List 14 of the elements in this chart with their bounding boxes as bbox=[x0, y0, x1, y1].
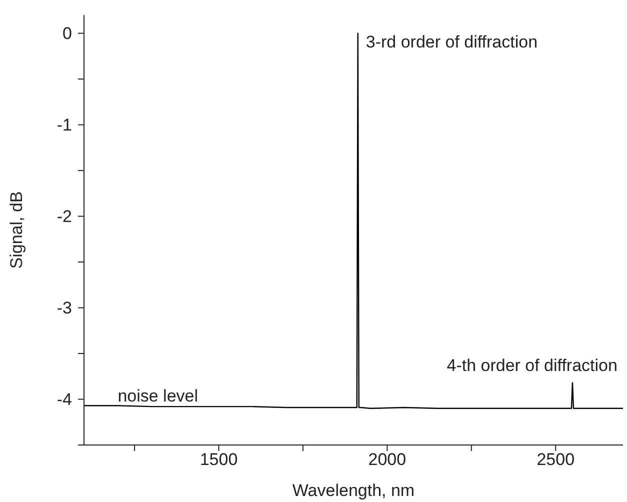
y-tick-label: 0 bbox=[62, 24, 72, 44]
x-axis-title: Wavelength, nm bbox=[292, 481, 415, 500]
x-tick-label: 2500 bbox=[536, 450, 575, 470]
y-tick-label: -4 bbox=[56, 390, 72, 410]
y-axis-title: Signal, dB bbox=[7, 191, 26, 269]
y-tick-label: -2 bbox=[56, 207, 72, 226]
x-tick-label: 1500 bbox=[200, 450, 238, 470]
line-series bbox=[84, 32, 623, 410]
annotation: 4-th order of diffraction bbox=[446, 356, 618, 375]
x-tick-label: 2000 bbox=[368, 450, 406, 470]
annotation: noise level bbox=[118, 386, 198, 406]
y-tick-label: -3 bbox=[56, 298, 72, 318]
annotation: 3-rd order of diffraction bbox=[366, 32, 538, 52]
y-tick-label: -1 bbox=[56, 116, 72, 135]
